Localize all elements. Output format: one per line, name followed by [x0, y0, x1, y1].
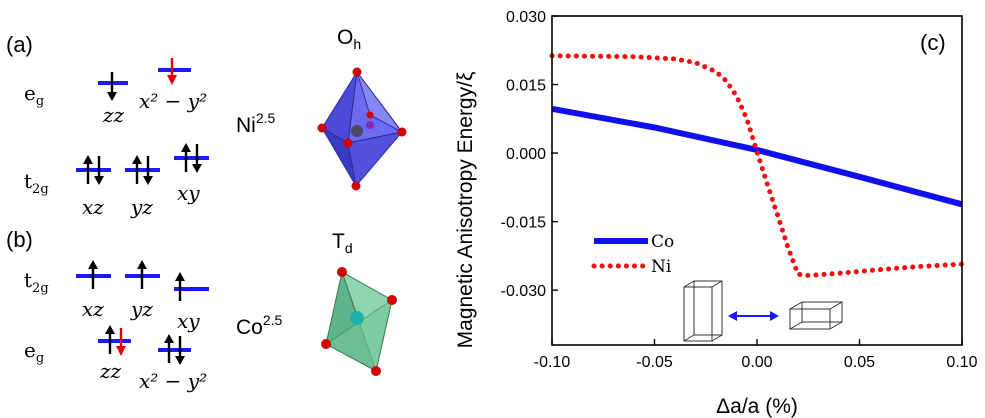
t2g-xy-level-b: [174, 272, 209, 301]
legend: Co Ni: [591, 232, 674, 277]
orbital-label-zz-b: zz: [99, 359, 122, 383]
x-tick-label: -0.05: [636, 354, 673, 371]
symmetry-label-td: Td: [332, 230, 353, 256]
legend-label-co: Co: [651, 232, 674, 252]
elongated-cell-icon: [683, 280, 723, 342]
ligand-atom: [366, 111, 374, 119]
orbital-label-xy-a: xy: [177, 181, 200, 205]
orbital-label-zz-a: zz: [102, 103, 125, 127]
y-tick-label: 0.030: [506, 9, 546, 26]
tetrahedron: [321, 267, 397, 376]
orbital-label-yz-a: yz: [130, 195, 153, 219]
orbital-label-xy-b: xy: [177, 309, 200, 333]
ion-label-co: Co2.5: [236, 312, 283, 339]
x-tick-label: 0.00: [741, 354, 772, 371]
orbital-label-x2y2-b: x² − y²: [139, 369, 207, 393]
t2g-xz-level-a: [76, 155, 111, 185]
y-tick-label: 0.000: [506, 146, 546, 163]
eg-label-a: eg: [24, 81, 44, 109]
t2g-yz-level-a: [125, 155, 160, 185]
ligand-atom: [343, 138, 353, 148]
polyhedra: Oh Td: [317, 26, 407, 376]
orbital-label-yz-b: yz: [130, 297, 153, 321]
t2g-label-a: t2g: [24, 169, 49, 197]
ligand-atom: [351, 181, 361, 191]
anisotropy-chart: Magnetic Anisotropy Energy/ξ Δa/a (%) (c…: [454, 9, 978, 418]
x-tick-label: -0.10: [534, 354, 571, 371]
t2g-yz-level-b: [125, 260, 160, 289]
flattened-cell-icon: [789, 301, 843, 330]
x-axis-label: Δa/a (%): [716, 395, 798, 418]
orbital-label-xz-b: xz: [82, 297, 104, 321]
axis-ticks: -0.10 -0.05 0.00 0.05 0.10 -0.030 -0.015 0.000 0…: [501, 9, 978, 371]
ligand-atom: [352, 67, 362, 77]
series-line-co: [551, 105, 963, 208]
eg-zz-level-b: [98, 325, 131, 356]
ligand-atom: [337, 267, 347, 277]
eg-x2y2-level-b: [158, 334, 191, 365]
double-arrow-icon: [728, 311, 779, 321]
t2g-xy-level-a: [174, 143, 209, 173]
y-tick-label: 0.015: [506, 78, 546, 95]
spin-down-arrow: [107, 72, 117, 101]
orbital-diagrams: (a) (b) eg zz x² − y² t2g: [6, 32, 283, 393]
orbital-label-xz-a: xz: [82, 195, 104, 219]
symmetry-label-oh: Oh: [337, 26, 361, 52]
central-atom: [350, 311, 364, 325]
panel-label-b: (b): [6, 227, 33, 252]
y-tick-label: -0.030: [501, 283, 546, 300]
t2g-xz-level-b: [76, 260, 111, 289]
series-layer: [549, 53, 965, 278]
legend-label-ni: Ni: [651, 257, 672, 277]
panel-label-c: (c): [920, 30, 946, 55]
ligand-atom: [321, 339, 331, 349]
ligand-atom: [397, 127, 407, 137]
y-tick-label: -0.015: [501, 215, 546, 232]
orbital-label-x2y2-a: x² − y²: [139, 89, 207, 113]
octahedron: [317, 67, 407, 191]
t2g-label-b: t2g: [24, 268, 49, 296]
x-tick-label: 0.05: [844, 354, 875, 371]
ligand-atom: [387, 295, 397, 305]
eg-label-b: eg: [24, 338, 44, 366]
series-line-ni: [549, 53, 965, 278]
panel-label-a: (a): [6, 32, 33, 57]
ligand-atom: [371, 366, 381, 376]
lattice-inset: [683, 280, 843, 342]
central-atom: [351, 125, 363, 137]
spin-down-arrow-red: [167, 58, 177, 85]
ligand-atom: [317, 123, 327, 133]
y-axis-label: Magnetic Anisotropy Energy/ξ: [454, 72, 477, 349]
plot-frame: [551, 15, 963, 346]
ion-label-ni: Ni2.5: [236, 110, 276, 137]
x-tick-label: 0.10: [946, 354, 977, 371]
